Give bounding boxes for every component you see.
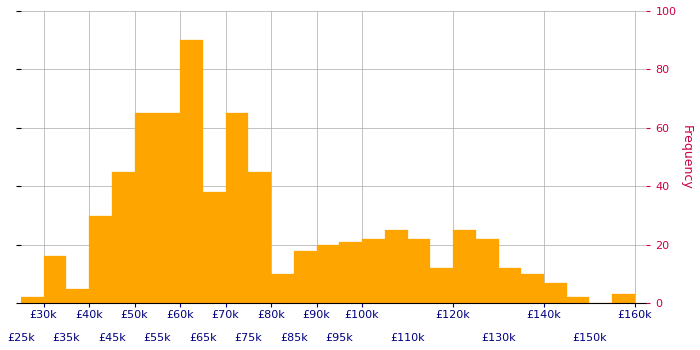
Bar	[225, 113, 248, 303]
Bar	[567, 298, 589, 303]
Bar	[89, 216, 112, 303]
Bar	[430, 268, 453, 303]
Bar	[294, 251, 316, 303]
Bar	[522, 274, 544, 303]
Bar	[134, 113, 158, 303]
Bar	[544, 283, 567, 303]
Bar	[43, 257, 66, 303]
Bar	[498, 268, 522, 303]
Bar	[158, 113, 180, 303]
Bar	[66, 289, 89, 303]
Bar	[316, 245, 340, 303]
Bar	[180, 40, 203, 303]
Bar	[248, 172, 271, 303]
Bar	[340, 242, 362, 303]
Bar	[612, 294, 635, 303]
Bar	[385, 230, 407, 303]
Bar	[271, 274, 294, 303]
Bar	[453, 230, 476, 303]
Bar	[21, 298, 43, 303]
Bar	[476, 239, 498, 303]
Y-axis label: Frequency: Frequency	[680, 125, 693, 189]
Bar	[112, 172, 134, 303]
Bar	[203, 192, 225, 303]
Bar	[407, 239, 430, 303]
Bar	[362, 239, 385, 303]
